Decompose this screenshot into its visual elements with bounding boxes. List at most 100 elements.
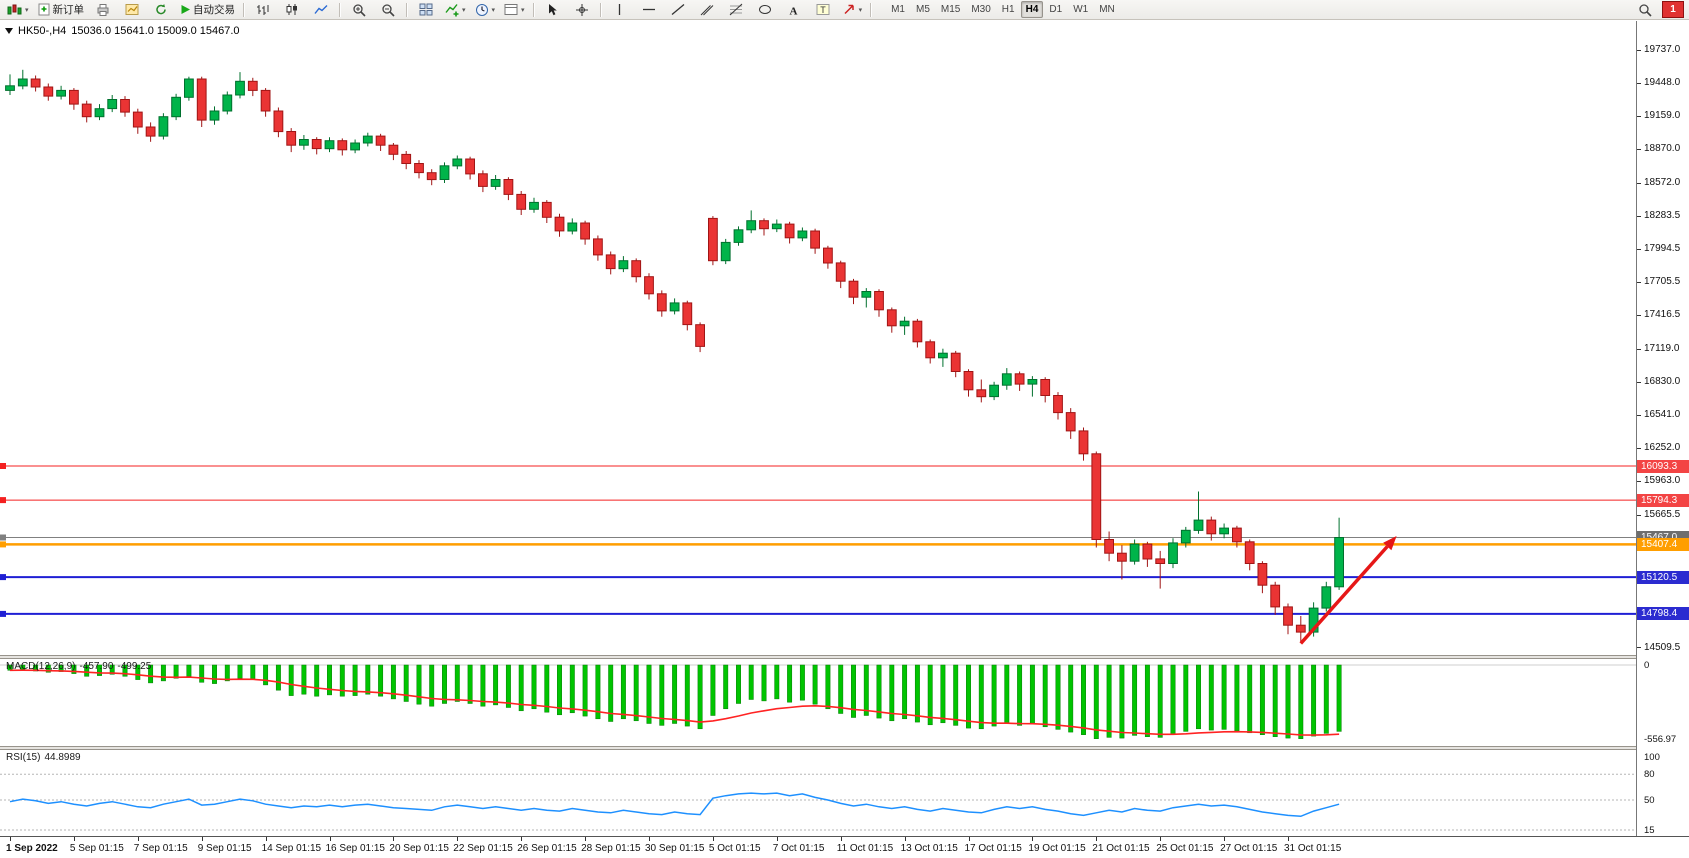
time-axis[interactable]: 1 Sep 2022 5 Sep 01:15 7 Sep 01:15 9 Sep 01… (0, 836, 1689, 858)
price-axis-tick (1637, 414, 1641, 416)
price-axis-tick (1637, 182, 1641, 184)
time-axis-label: 30 Sep 01:15 (645, 843, 705, 854)
price-axis-tick-label: 15963.0 (1644, 475, 1681, 487)
timeframe-M15-button[interactable]: M15 (940, 4, 961, 15)
time-axis-label: 9 Sep 01:15 (197, 843, 252, 854)
time-axis-label: 5 Sep 01:15 (69, 843, 124, 854)
rsi-scale-label: 80 (1644, 769, 1655, 781)
time-axis-label: 25 Oct 01:15 (1156, 843, 1214, 854)
time-axis-label: 7 Sep 01:15 (133, 843, 188, 854)
chart-menu-icon[interactable] (5, 28, 13, 34)
timeframe-D1-button[interactable]: D1 (1049, 4, 1063, 15)
price-axis-tick (1637, 381, 1641, 383)
toolbar-separator (243, 2, 246, 17)
price-axis-tick-label: 16252.0 (1644, 442, 1681, 454)
rsi-scale-label: 15 (1644, 825, 1655, 836)
price-chart-canvas[interactable] (0, 21, 1636, 655)
time-axis-tick (712, 837, 714, 841)
time-axis-label: 5 Oct 01:15 (708, 843, 761, 854)
vertical-line-button[interactable] (606, 0, 634, 19)
price-axis-tick (1637, 148, 1641, 150)
price-axis-tick-label: 18870.0 (1644, 143, 1681, 155)
chart-profile-button[interactable] (118, 0, 146, 19)
support-1-price-badge: 15120.5 (1637, 570, 1689, 584)
time-axis-label: 27 Oct 01:15 (1220, 843, 1278, 854)
search-icon (1639, 3, 1652, 17)
zoom-out-button[interactable] (374, 0, 402, 19)
timeframe-H4-button[interactable]: H4 (1020, 1, 1044, 18)
rsi-name: RSI(15) (6, 752, 41, 763)
time-axis-tick (776, 837, 778, 841)
pane-separator[interactable] (0, 655, 1689, 659)
time-axis-tick (1096, 837, 1098, 841)
timeframe-H1-button[interactable]: H1 (1001, 4, 1015, 15)
cursor-button[interactable] (539, 0, 567, 19)
time-axis-label: 7 Oct 01:15 (772, 843, 825, 854)
price-axis-tick (1637, 248, 1641, 250)
new-order-button[interactable]: 新订单 (34, 0, 89, 19)
horizontal-line-button[interactable] (635, 0, 663, 19)
time-axis-label: 11 Oct 01:15 (836, 843, 894, 854)
zoom-in-button[interactable] (345, 0, 373, 19)
shapes-button[interactable] (751, 0, 779, 19)
macd-pane[interactable] (0, 659, 1636, 746)
candlestick-button[interactable] (278, 0, 306, 19)
macd-scale-top: 0 (1644, 660, 1650, 671)
resistance-2-price-badge: 15794.3 (1637, 493, 1689, 507)
timeframe-M30-button[interactable]: M30 (971, 4, 991, 15)
macd-main-value: -457.90 (79, 661, 114, 672)
rsi-scale-label: 100 (1644, 752, 1660, 763)
price-axis-tick-label: 16541.0 (1644, 409, 1681, 421)
search-button[interactable] (1631, 0, 1659, 19)
line-chart-button[interactable] (307, 0, 335, 19)
price-axis-tick-label: 19448.0 (1644, 77, 1681, 89)
time-axis-label: 19 Oct 01:15 (1028, 843, 1086, 854)
time-axis-tick (840, 837, 842, 841)
timeframe-group: M1 M5 M15 M30 H1 H4 D1 W1 MN (886, 1, 1120, 18)
templates-button[interactable]: ▾ (500, 0, 529, 19)
channel-button[interactable] (693, 0, 721, 19)
rsi-value: 44.8989 (44, 752, 81, 763)
price-axis-tick (1637, 115, 1641, 117)
main-chart-pane[interactable] (0, 21, 1636, 655)
rsi-pane[interactable] (0, 750, 1636, 836)
crosshair-button[interactable] (568, 0, 596, 19)
time-axis-tick (457, 837, 459, 841)
timeframe-M5-button[interactable]: M5 (915, 4, 930, 15)
price-axis-tick-label: 19737.0 (1644, 44, 1681, 56)
time-axis-tick (1224, 837, 1226, 841)
text-button[interactable]: A (780, 0, 808, 19)
macd-canvas[interactable] (0, 659, 1636, 746)
price-axis-tick-label: 17994.5 (1644, 243, 1681, 255)
bar-chart-button[interactable] (249, 0, 277, 19)
macd-signal-value: -499.25 (117, 661, 152, 672)
fibonacci-button[interactable] (722, 0, 750, 19)
tile-windows-button[interactable] (412, 0, 440, 19)
timeframe-MN-button[interactable]: MN (1099, 4, 1115, 15)
text-label-button[interactable]: T (809, 0, 837, 19)
arrows-button[interactable]: ▾ (838, 0, 867, 19)
timeframe-M1-button[interactable]: M1 (891, 4, 905, 15)
time-axis-tick (1288, 837, 1289, 841)
timeframe-W1-button[interactable]: W1 (1073, 4, 1089, 15)
trendline-button[interactable] (664, 0, 692, 19)
svg-text:T: T (820, 5, 826, 15)
price-axis[interactable]: 19737.0 19448.0 19159.0 18870.0 18572.0 18283… (1636, 21, 1689, 836)
svg-text:A: A (790, 5, 798, 16)
autotrading-button[interactable]: 自动交易 (176, 0, 239, 19)
indicators-button[interactable]: ▾ (441, 0, 470, 19)
pane-separator[interactable] (0, 746, 1689, 750)
rsi-canvas[interactable] (0, 750, 1636, 836)
time-axis-tick (73, 837, 75, 841)
periods-button[interactable]: ▾ (471, 0, 500, 19)
price-axis-tick-label: 17416.5 (1644, 309, 1681, 321)
macd-scale-bottom: -556.97 (1644, 734, 1677, 745)
new-chart-button[interactable]: ▾ (3, 0, 33, 19)
toolbar-right: 1 (1631, 0, 1686, 19)
time-axis-tick (137, 837, 139, 841)
alert-badge[interactable]: 1 (1662, 1, 1684, 18)
time-axis-label: 28 Sep 01:15 (581, 843, 641, 854)
toolbar-separator (339, 2, 342, 17)
refresh-button[interactable] (147, 0, 175, 19)
print-button[interactable] (89, 0, 117, 19)
